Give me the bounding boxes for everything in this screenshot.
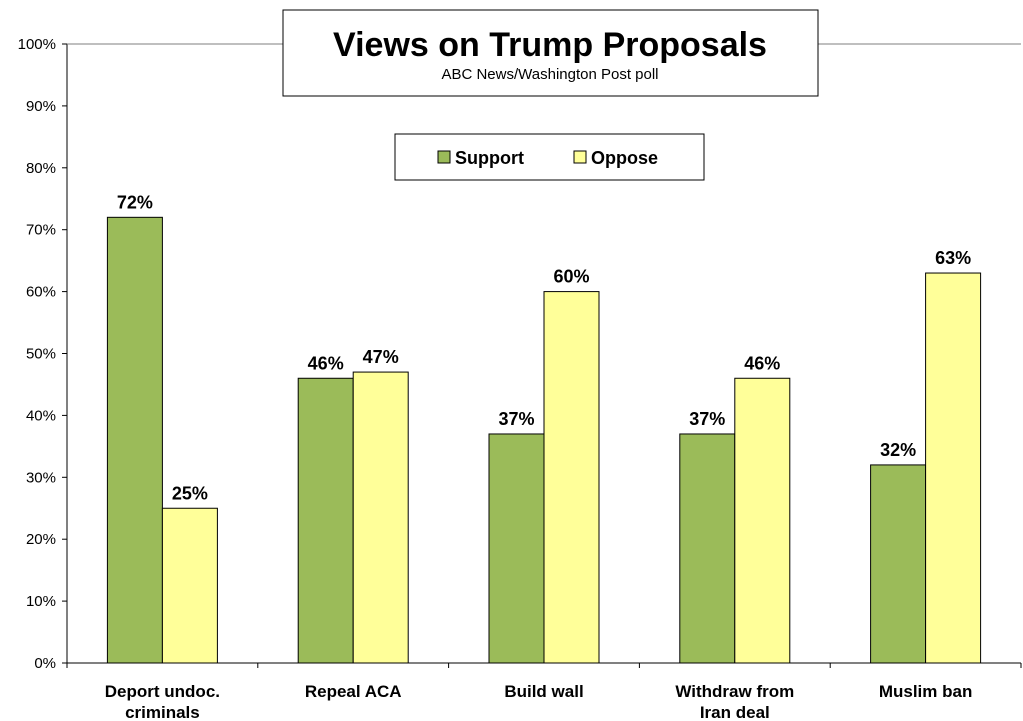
data-label-oppose: 46% xyxy=(744,353,780,373)
x-category-label: Deport undoc. xyxy=(105,682,220,701)
x-category-label: Repeal ACA xyxy=(305,682,402,701)
y-tick-label: 60% xyxy=(26,284,56,301)
bars-layer xyxy=(106,216,982,664)
y-tick-label: 100% xyxy=(18,36,56,53)
bar-oppose xyxy=(925,272,982,664)
y-tick-label: 20% xyxy=(26,531,56,548)
bar-oppose xyxy=(161,507,218,664)
bar-oppose xyxy=(543,291,600,664)
y-tick-label: 90% xyxy=(26,98,56,115)
chart-title: Views on Trump Proposals xyxy=(333,26,767,64)
y-tick-label: 70% xyxy=(26,222,56,239)
chart-subtitle: ABC News/Washington Post poll xyxy=(441,66,658,83)
x-category-labels: Deport undoc. criminals Repeal ACA Build wa… xyxy=(105,682,973,721)
x-category-label: Iran deal xyxy=(700,703,770,721)
bar-support xyxy=(870,464,927,664)
data-label-support: 37% xyxy=(498,409,534,429)
data-label-support: 46% xyxy=(308,353,344,373)
bar-support xyxy=(679,433,736,664)
y-tick-label: 10% xyxy=(26,593,56,610)
bar-support xyxy=(297,377,354,664)
data-label-oppose: 47% xyxy=(363,347,399,367)
x-category-label: Muslim ban xyxy=(879,682,973,701)
legend-label-support: Support xyxy=(455,148,524,168)
data-label-support: 32% xyxy=(880,440,916,460)
legend-frame xyxy=(394,133,705,181)
bar-support xyxy=(106,216,163,664)
title-box-frame xyxy=(282,9,819,97)
legend-swatch-support xyxy=(437,150,451,164)
x-category-label: criminals xyxy=(125,703,200,721)
data-label-oppose: 63% xyxy=(935,248,971,268)
y-tick-label: 30% xyxy=(26,469,56,486)
y-tick-label: 80% xyxy=(26,160,56,177)
bar-oppose xyxy=(734,377,791,664)
legend-swatch-oppose xyxy=(573,150,587,164)
y-tick-label: 50% xyxy=(26,346,56,363)
data-label-oppose: 60% xyxy=(553,267,589,287)
data-label-oppose: 25% xyxy=(172,483,208,503)
title-box: Views on Trump Proposals ABC News/Washin… xyxy=(282,9,819,97)
legend: Support Oppose xyxy=(394,133,705,181)
x-category-label: Build wall xyxy=(504,682,583,701)
y-tick-label: 40% xyxy=(26,407,56,424)
bar-support xyxy=(488,433,545,664)
data-label-support: 72% xyxy=(117,192,153,212)
bar-oppose xyxy=(352,371,409,664)
x-category-label: Withdraw from xyxy=(675,682,794,701)
data-labels: 72% 25% 46% 47% 37% 60% 37% 46% 32% 63% xyxy=(117,192,971,503)
data-label-support: 37% xyxy=(689,409,725,429)
y-tick-labels: 0% 10% 20% 30% 40% 50% 60% 70% 80% 90% 100% xyxy=(18,36,56,672)
y-tick-label: 0% xyxy=(34,655,56,672)
legend-label-oppose: Oppose xyxy=(591,148,658,168)
